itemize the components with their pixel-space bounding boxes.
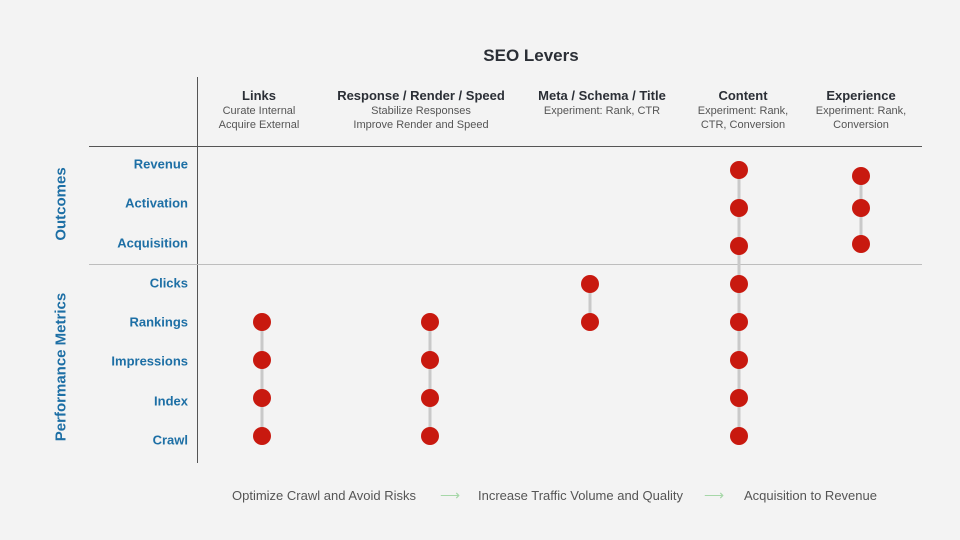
column-heading: Response / Render / Speed — [337, 88, 505, 103]
matrix-dot — [253, 351, 271, 369]
matrix-dot — [581, 275, 599, 293]
column-subheading: Conversion — [833, 119, 889, 131]
matrix-dot — [421, 313, 439, 331]
matrix-dot — [730, 313, 748, 331]
column-subheading: Improve Render and Speed — [353, 119, 489, 131]
matrix-dot — [852, 235, 870, 253]
row-label-crawl: Crawl — [152, 432, 188, 448]
row-label-acquisition: Acquisition — [117, 235, 188, 251]
arrow-right-icon: ⟶ — [440, 487, 461, 503]
arrow-right-icon: ⟶ — [704, 487, 725, 503]
matrix-dot — [730, 275, 748, 293]
matrix-dot — [852, 199, 870, 217]
matrix-dot — [421, 351, 439, 369]
column-heading: Content — [718, 88, 768, 103]
matrix-dot — [730, 161, 748, 179]
column-subheading: Experiment: Rank, — [815, 105, 907, 117]
row-label-index: Index — [154, 393, 188, 409]
column-subheading: CTR, Conversion — [700, 119, 786, 131]
row-label-impressions: Impressions — [111, 353, 188, 369]
chart-title: SEO Levers — [483, 46, 579, 65]
column-subheading: Experiment: Rank, — [697, 105, 789, 117]
row-label-rankings: Rankings — [129, 314, 188, 330]
row-label-activation: Activation — [125, 195, 188, 211]
matrix-dot — [730, 199, 748, 217]
column-subheading: Stabilize Responses — [371, 105, 471, 117]
header-divider — [89, 146, 922, 147]
column-header-response: Response / Render / Speed Stabilize Resp… — [326, 88, 516, 132]
column-header-links: Links Curate Internal Acquire External — [204, 88, 314, 132]
matrix-dot — [730, 427, 748, 445]
matrix-dot — [730, 237, 748, 255]
matrix-dot — [581, 313, 599, 331]
column-header-content: Content Experiment: Rank, CTR, Conversio… — [688, 88, 798, 132]
matrix-dot — [730, 389, 748, 407]
column-header-meta: Meta / Schema / Title Experiment: Rank, … — [528, 88, 676, 118]
footer-stage-1: Optimize Crawl and Avoid Risks — [232, 488, 416, 503]
column-heading: Meta / Schema / Title — [538, 88, 666, 103]
column-subheading: Acquire External — [218, 119, 300, 131]
matrix-dot — [253, 389, 271, 407]
matrix-dot — [421, 427, 439, 445]
matrix-dot — [253, 427, 271, 445]
matrix-dot — [852, 167, 870, 185]
column-subheading: Curate Internal — [222, 105, 296, 117]
column-heading: Links — [242, 88, 276, 103]
footer-stage-2: Increase Traffic Volume and Quality — [478, 488, 683, 503]
column-header-experience: Experience Experiment: Rank, Conversion — [806, 88, 916, 132]
matrix-dot — [421, 389, 439, 407]
matrix-dot — [730, 351, 748, 369]
column-subheading: Experiment: Rank, CTR — [543, 105, 661, 117]
group-divider — [89, 264, 922, 265]
vertical-axis-line — [197, 77, 198, 463]
row-label-revenue: Revenue — [133, 156, 188, 172]
row-label-clicks: Clicks — [149, 275, 188, 291]
matrix-dot — [253, 313, 271, 331]
column-heading: Experience — [826, 88, 896, 103]
footer-stage-3: Acquisition to Revenue — [744, 488, 877, 503]
